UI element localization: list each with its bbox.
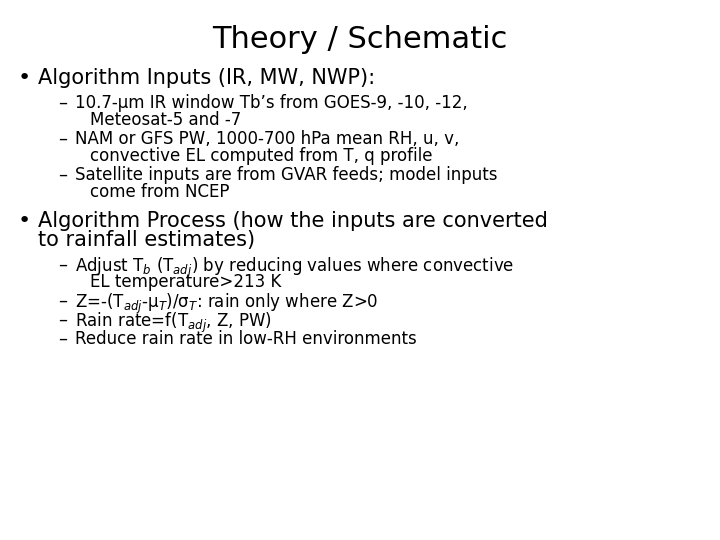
Text: –: – [58,311,67,329]
Text: –: – [58,292,67,310]
Text: Z=-(T$_{adj}$-μ$_T$)/σ$_T$: rain only where Z>0: Z=-(T$_{adj}$-μ$_T$)/σ$_T$: rain only wh… [75,292,379,316]
Text: Rain rate=f(T$_{adj}$, Z, PW): Rain rate=f(T$_{adj}$, Z, PW) [75,311,272,335]
Text: Reduce rain rate in low-RH environments: Reduce rain rate in low-RH environments [75,330,417,348]
Text: •: • [18,211,31,231]
Text: –: – [58,130,67,148]
Text: Algorithm Process (how the inputs are converted: Algorithm Process (how the inputs are co… [38,211,548,231]
Text: Meteosat-5 and -7: Meteosat-5 and -7 [90,111,241,129]
Text: convective EL computed from T, q profile: convective EL computed from T, q profile [90,147,433,165]
Text: –: – [58,94,67,112]
Text: –: – [58,330,67,348]
Text: Adjust T$_b$ (T$_{adj}$) by reducing values where convective: Adjust T$_b$ (T$_{adj}$) by reducing val… [75,256,514,280]
Text: NAM or GFS PW, 1000-700 hPa mean RH, u, v,: NAM or GFS PW, 1000-700 hPa mean RH, u, … [75,130,459,148]
Text: EL temperature>213 K: EL temperature>213 K [90,273,282,291]
Text: Algorithm Inputs (IR, MW, NWP):: Algorithm Inputs (IR, MW, NWP): [38,68,375,88]
Text: Theory / Schematic: Theory / Schematic [212,25,508,54]
Text: come from NCEP: come from NCEP [90,183,230,201]
Text: •: • [18,68,31,88]
Text: –: – [58,166,67,184]
Text: 10.7-μm IR window Tb’s from GOES-9, -10, -12,: 10.7-μm IR window Tb’s from GOES-9, -10,… [75,94,468,112]
Text: –: – [58,256,67,274]
Text: to rainfall estimates): to rainfall estimates) [38,230,255,250]
Text: Satellite inputs are from GVAR feeds; model inputs: Satellite inputs are from GVAR feeds; mo… [75,166,498,184]
